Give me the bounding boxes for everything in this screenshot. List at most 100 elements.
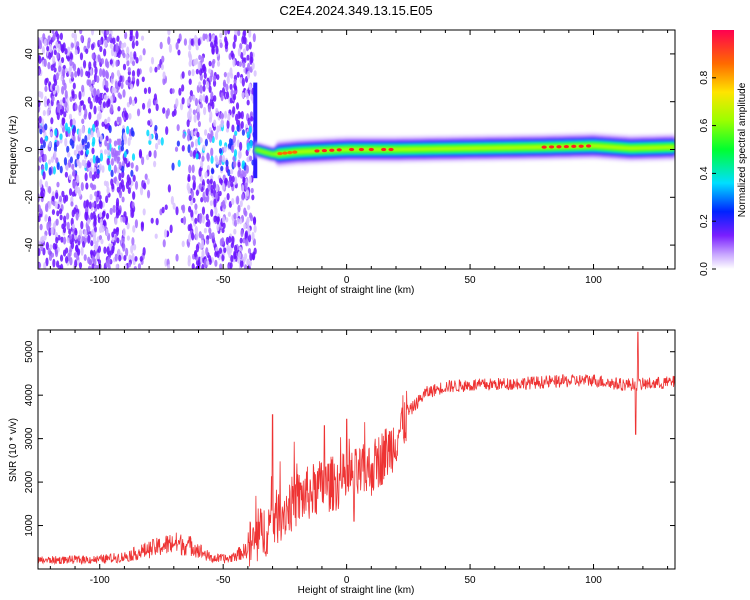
track-band [255,143,675,157]
noise-speckle [127,66,131,73]
noise-speckle [198,54,202,61]
noise-speckle [47,159,52,165]
noise-speckle [164,258,168,267]
y-tick-label: 5000 [24,340,35,363]
noise-speckle [66,237,70,244]
noise-speckle [72,82,76,90]
track-peak [563,144,569,149]
snr-series-line [38,331,675,567]
noise-speckle [131,237,135,246]
noise-speckle [142,247,146,256]
noise-speckle [146,189,151,199]
y-tick-label: 1000 [24,514,35,537]
noise-speckle [208,232,213,240]
noise-speckle [50,64,54,71]
noise-speckle [128,112,132,120]
noise-speckle [85,149,90,155]
noise-speckle [238,61,242,67]
noise-speckle [160,63,164,71]
noise-speckle [190,190,195,199]
y-tick-label: 3000 [24,427,35,450]
noise-speckle [55,41,59,48]
noise-speckle [208,133,213,143]
y-tick-label: 40 [24,48,35,60]
noise-speckle [48,254,53,261]
noise-speckle [109,107,113,115]
track-peak [556,145,562,149]
noise-speckle [131,60,136,67]
noise-speckle [207,105,212,113]
noise-speckle [236,139,240,148]
noise-speckle [250,187,254,194]
noise-speckle [130,162,134,169]
noise-speckle [38,165,41,171]
noise-speckle [240,229,244,238]
noise-speckle [124,215,128,223]
noise-speckle [109,95,114,104]
noise-speckle [230,168,234,175]
noise-speckle [131,40,135,49]
noise-speckle [68,188,73,196]
noise-speckle [219,32,223,39]
snr-x-label: Height of straight line (km) [298,585,415,596]
noise-speckle [69,138,73,146]
noise-speckle [186,98,191,106]
noise-speckle [154,66,158,73]
noise-speckle [105,80,109,89]
noise-speckle [210,147,214,157]
noise-speckle [123,150,127,158]
noise-speckle [83,254,87,262]
noise-speckle [79,30,83,35]
noise-speckle [39,137,44,145]
noise-speckle [135,30,139,40]
noise-speckle [61,190,65,198]
noise-speckle [210,167,215,175]
noise-speckle [62,79,66,86]
noise-speckle [88,61,92,71]
noise-speckle [38,55,42,64]
noise-speckle [51,95,55,102]
noise-speckle [74,259,78,268]
track-peak [329,148,335,152]
noise-speckle [102,210,106,217]
noise-speckle [234,30,238,36]
noise-speckle [197,61,201,71]
noise-speckle [228,201,232,208]
noise-speckle [226,192,230,201]
noise-speckle [48,102,52,111]
noise-speckle [246,54,250,61]
noise-speckle [102,69,106,78]
noise-speckle [203,72,207,79]
noise-speckle [186,182,190,191]
noise-speckle [94,191,98,197]
noise-speckle [111,72,115,80]
noise-speckle [122,89,126,98]
noise-speckle [139,186,144,196]
noise-speckle [234,176,238,185]
noise-speckle [90,212,94,220]
noise-speckle [182,132,186,139]
x-tick-label: -100 [90,275,110,286]
noise-speckle [205,187,209,197]
track-peak [548,145,555,149]
noise-speckle [205,213,209,221]
noise-speckle [88,201,92,209]
colorbar-tick-label: 0.8 [699,70,710,84]
noise-speckle [155,217,159,226]
noise-speckle [129,31,133,40]
noise-speckle [45,77,49,83]
noise-speckle [192,95,196,102]
noise-speckle [122,227,126,237]
noise-speckle [154,142,159,150]
noise-speckle [241,160,245,167]
noise-speckle [89,249,94,256]
spectrogram-x-label: Height of straight line (km) [298,285,415,296]
noise-speckle [249,155,253,162]
noise-speckle [131,252,135,262]
noise-speckle [39,223,43,231]
noise-speckle [66,221,70,231]
noise-speckle [121,184,125,193]
track-peak [358,147,365,152]
noise-speckle [84,144,88,151]
